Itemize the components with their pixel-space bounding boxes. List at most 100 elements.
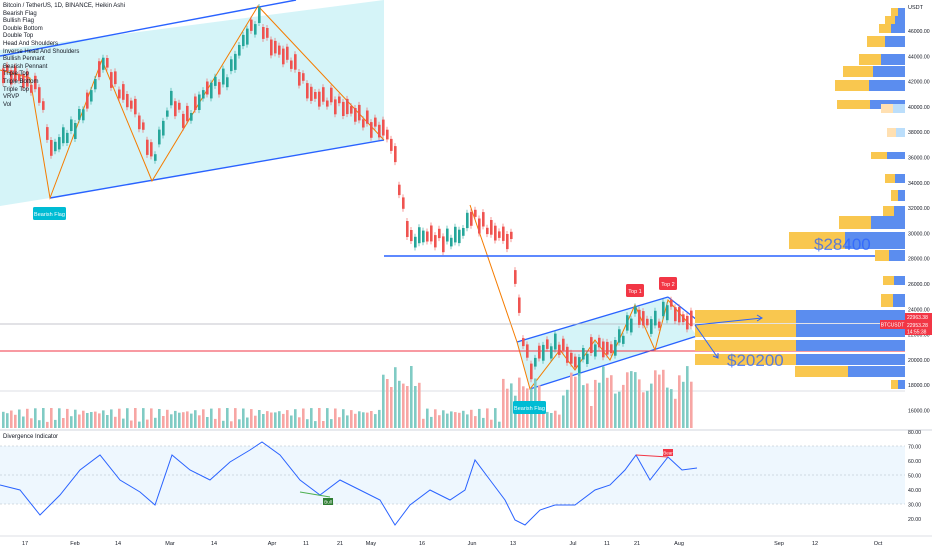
volume-bar — [570, 372, 573, 428]
svg-text:BTCUSDT: BTCUSDT — [881, 323, 905, 329]
volume-bar — [246, 417, 249, 428]
candle-body — [486, 227, 489, 235]
candle-body — [554, 333, 557, 350]
candle-body — [98, 61, 101, 78]
volume-bar — [194, 410, 197, 428]
volume-bar — [170, 414, 173, 428]
candle-body — [430, 225, 433, 242]
profile-bar-yellow — [885, 174, 895, 183]
volume-bars — [2, 366, 693, 428]
candle-body — [634, 306, 637, 314]
volume-bar — [178, 412, 181, 428]
volume-bar — [626, 372, 629, 428]
candle-body — [86, 92, 89, 109]
channel-upper-line[interactable] — [0, 0, 297, 57]
symbol-line[interactable]: Bitcoin / TetherUS, 1D, BINANCE, Heikin … — [3, 3, 125, 9]
volume-bar — [442, 410, 445, 428]
volume-bar — [670, 389, 673, 428]
profile-bar-blue — [894, 206, 905, 217]
indicator-item[interactable]: Bullish Flag — [3, 18, 35, 25]
profile-bar-yellow — [795, 366, 848, 377]
price-tick-label: 42000.00 — [908, 80, 930, 86]
volume-bar — [462, 410, 465, 428]
bear-label[interactable]: Bear — [663, 449, 673, 456]
oscillator-axis[interactable]: 80.00 70.00 60.00 50.00 40.00 30.00 20.00 — [908, 430, 921, 523]
volume-bar — [454, 412, 457, 428]
volume-bar — [54, 419, 57, 428]
indicator-item[interactable]: Double Top — [3, 33, 34, 40]
indicator-item[interactable]: Inverse Head And Shoulders — [3, 48, 80, 55]
candle-body — [330, 87, 333, 103]
bearish-flag-label-2[interactable]: Bearish Flag — [513, 401, 546, 414]
indicator-item[interactable]: Bullish Pennant — [3, 56, 45, 63]
volume-bar — [118, 408, 121, 428]
indicator-item[interactable]: Bearish Pennant — [3, 63, 48, 70]
profile-bar-yellow — [843, 66, 873, 77]
profile-bar-blue — [887, 152, 905, 159]
profile-bar-blue — [894, 276, 905, 285]
candle-body — [474, 209, 477, 217]
indicator-item[interactable]: Triple Top — [3, 71, 30, 78]
indicator-item[interactable]: Double Bottom — [3, 25, 43, 32]
volume-bar — [42, 408, 45, 428]
volume-bar — [154, 417, 157, 428]
channel2-lower-line[interactable] — [529, 335, 698, 390]
profile-bar-yellow — [881, 104, 893, 113]
candle-body — [342, 101, 345, 116]
channel-lower-line[interactable] — [49, 139, 385, 199]
volume-bar — [458, 412, 461, 428]
indicator-item[interactable]: Head And Shoulders — [3, 40, 59, 47]
price-tick-label: 38000.00 — [908, 130, 930, 136]
volume-bar — [138, 421, 141, 428]
volume-bar — [562, 395, 565, 428]
indicator-item[interactable]: Triple Top — [3, 86, 30, 93]
profile-bar-yellow — [891, 380, 898, 389]
candle-body — [270, 39, 273, 56]
candle-body — [230, 59, 233, 72]
candle-body — [590, 337, 593, 353]
candle-body — [170, 90, 173, 106]
profile-bar-yellow — [891, 190, 898, 201]
indicator-item[interactable]: VRVP — [3, 94, 20, 101]
price-tick-label: 30000.00 — [908, 231, 930, 237]
profile-bar-blue — [873, 66, 905, 77]
price-axis[interactable]: USDT 46000.00 44000.00 42000.00 40000.00 380… — [905, 0, 932, 430]
indicator-item[interactable]: Vol — [3, 101, 12, 108]
profile-bar-blue — [869, 80, 905, 91]
candle-body — [498, 231, 501, 238]
candle-body — [258, 7, 261, 23]
zigzag-lower — [469, 204, 691, 391]
candle-body — [198, 94, 201, 110]
bearish-flag-label-1[interactable]: Bearish Flag — [33, 207, 66, 220]
profile-bar-blue — [889, 250, 905, 261]
candle-body — [518, 297, 521, 313]
channel2-upper-line[interactable] — [516, 296, 669, 343]
bull-label[interactable]: Bull — [323, 498, 333, 505]
volume-bar — [134, 408, 137, 428]
volume-bar — [130, 420, 133, 428]
indicator-item[interactable]: Triple Bottom — [3, 78, 39, 85]
candle-body — [90, 90, 93, 102]
indicator-item[interactable]: Bearish Flag — [3, 10, 37, 17]
candle-body — [462, 228, 465, 236]
time-tick-label: 21 — [337, 541, 343, 547]
profile-bar-yellow — [883, 206, 894, 217]
time-tick-label: Jun — [468, 541, 477, 547]
top1-label[interactable]: Top 1 — [626, 284, 644, 297]
time-axis[interactable]: 17 Feb 14 Mar 14 Apr 11 21 May 16 Jun 13 Jul 11 21 Aug S… — [22, 541, 883, 547]
volume-bar — [226, 408, 229, 428]
candle-body — [358, 104, 361, 121]
time-tick-label: 17 — [22, 541, 28, 547]
candle-body — [642, 311, 645, 326]
osc-tick-label: 80.00 — [908, 430, 921, 436]
candle-body — [62, 127, 65, 144]
volume-bar — [686, 366, 689, 428]
volume-bar — [638, 379, 641, 428]
top2-label[interactable]: Top 2 — [659, 277, 677, 290]
volume-bar — [362, 412, 365, 428]
profile-bar-yellow — [859, 54, 881, 65]
volume-bar — [122, 418, 125, 428]
profile-bar-yellow — [883, 276, 894, 285]
